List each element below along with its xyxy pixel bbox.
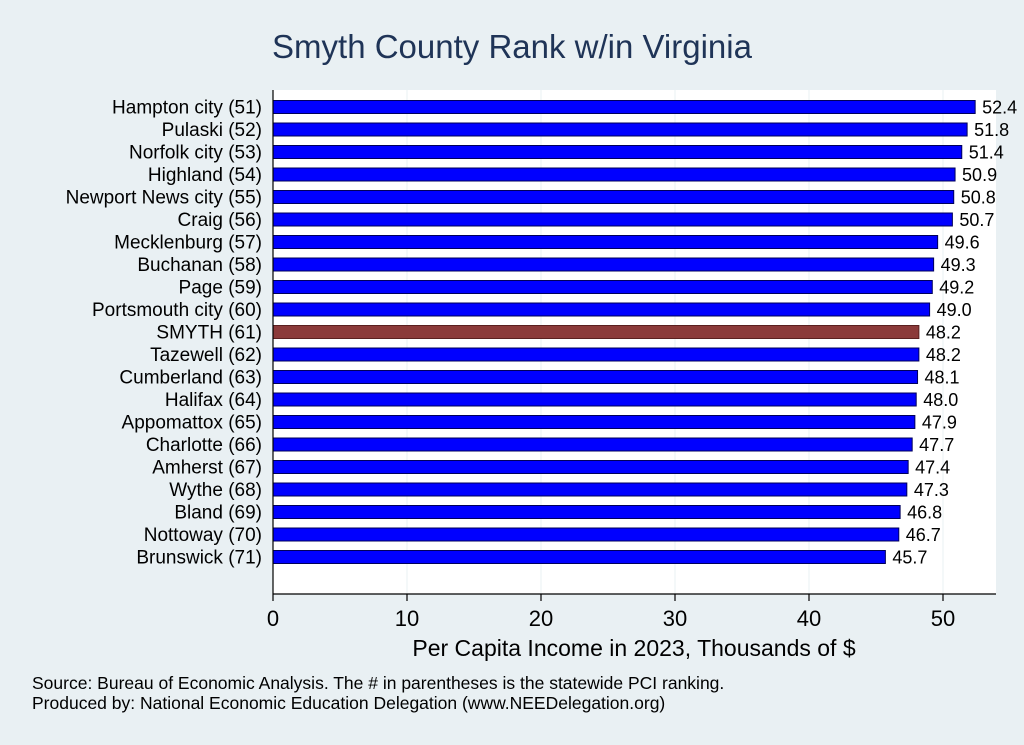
- category-label: SMYTH (61): [156, 323, 262, 344]
- bar: [272, 235, 939, 249]
- bars: [272, 100, 976, 564]
- category-label: Newport News city (55): [66, 188, 262, 209]
- data-label: 49.6: [945, 233, 980, 253]
- category-label: Hampton city (51): [112, 98, 262, 119]
- bar: [272, 347, 920, 362]
- x-axis-ticks: 0 10 20 30 40 50: [267, 594, 955, 631]
- bar: [272, 122, 968, 137]
- bar: [272, 167, 956, 182]
- data-label: 48.2: [926, 323, 961, 343]
- data-label: 51.4: [969, 143, 1004, 163]
- category-label: Bland (69): [174, 503, 262, 524]
- category-label: Wythe (68): [169, 480, 262, 501]
- data-label: 47.4: [915, 458, 950, 478]
- data-label: 46.8: [907, 503, 942, 523]
- x-tick-label: 10: [395, 606, 419, 631]
- category-label: Brunswick (71): [136, 548, 262, 569]
- bar: [272, 212, 953, 227]
- category-label: Amherst (67): [152, 458, 262, 479]
- x-tick-label: 0: [267, 606, 279, 631]
- data-label: 48.1: [925, 368, 960, 388]
- bar: [272, 460, 909, 474]
- x-tick-label: 50: [931, 606, 955, 631]
- category-label: Norfolk city (53): [129, 143, 262, 164]
- bar: [272, 392, 917, 407]
- bar: [272, 437, 913, 452]
- data-label: 46.7: [906, 525, 941, 545]
- data-label: 49.2: [939, 278, 974, 298]
- category-label: Mecklenburg (57): [114, 233, 262, 254]
- bar: [272, 527, 900, 542]
- bar: [272, 415, 916, 429]
- data-label: 47.7: [919, 435, 954, 455]
- category-label: Buchanan (58): [137, 255, 262, 276]
- producer-note: Produced by: National Economic Education…: [32, 693, 666, 713]
- bar: [272, 505, 901, 519]
- bar: [272, 257, 935, 272]
- bar: [272, 190, 955, 204]
- data-label: 47.9: [922, 413, 957, 433]
- data-label: 49.0: [937, 300, 972, 320]
- data-label: 52.4: [982, 98, 1017, 118]
- category-label: Appomattox (65): [122, 413, 262, 434]
- source-note: Source: Bureau of Economic Analysis. The…: [32, 673, 725, 693]
- x-tick-label: 30: [663, 606, 687, 631]
- bar: [272, 145, 963, 159]
- data-label: 51.8: [974, 120, 1009, 140]
- bar: [272, 280, 933, 294]
- category-label: Nottoway (70): [144, 525, 262, 546]
- bar: [272, 482, 908, 497]
- bar: [272, 302, 931, 317]
- x-tick-label: 40: [797, 606, 821, 631]
- category-label: Craig (56): [178, 210, 262, 231]
- data-label: 47.3: [914, 480, 949, 500]
- data-label: 45.7: [892, 548, 927, 568]
- bar-highlighted: [272, 325, 920, 339]
- category-label: Tazewell (62): [150, 345, 262, 366]
- data-label: 50.8: [961, 188, 996, 208]
- value-labels: 52.451.8 51.450.9 50.850.7 49.649.3 49.249.0…: [892, 98, 1017, 568]
- data-label: 49.3: [941, 255, 976, 275]
- category-label: Halifax (64): [165, 390, 262, 411]
- x-tick-label: 20: [529, 606, 553, 631]
- category-label: Page (59): [179, 278, 262, 299]
- category-labels: Hampton city (51)Pulaski (52)Norfolk cit…: [66, 98, 262, 569]
- data-label: 50.7: [959, 210, 994, 230]
- category-label: Cumberland (63): [119, 368, 262, 389]
- bar: [272, 550, 886, 564]
- chart-title: Smyth County Rank w/in Virginia: [272, 28, 752, 65]
- category-label: Pulaski (52): [162, 120, 262, 141]
- x-axis-title: Per Capita Income in 2023, Thousands of …: [412, 635, 855, 661]
- category-label: Portsmouth city (60): [92, 300, 262, 321]
- bar: [272, 100, 976, 114]
- bar: [272, 370, 919, 384]
- data-label: 50.9: [962, 165, 997, 185]
- category-label: Charlotte (66): [146, 435, 262, 456]
- data-label: 48.2: [926, 345, 961, 365]
- category-label: Highland (54): [148, 165, 262, 186]
- data-label: 48.0: [923, 390, 958, 410]
